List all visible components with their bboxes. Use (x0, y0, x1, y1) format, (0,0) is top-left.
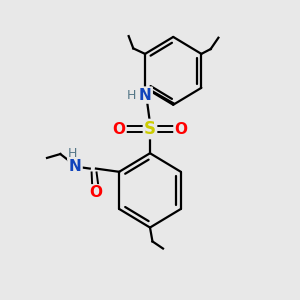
Text: S: S (144, 120, 156, 138)
Text: H: H (127, 88, 136, 102)
Text: N: N (69, 160, 82, 175)
Text: O: O (89, 185, 102, 200)
Text: O: O (112, 122, 125, 136)
Text: N: N (139, 88, 152, 103)
Text: O: O (175, 122, 188, 136)
Text: H: H (68, 147, 77, 160)
